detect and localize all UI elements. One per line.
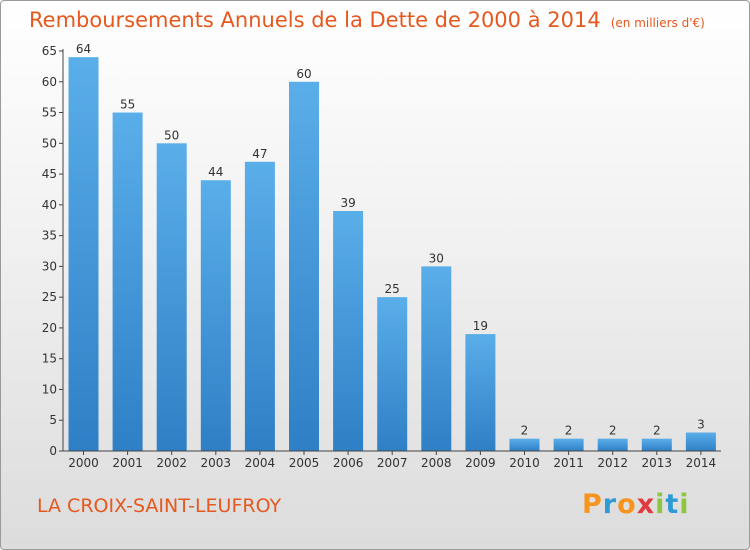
y-tick-label: 40 <box>42 198 57 212</box>
x-tick-label: 2003 <box>201 456 232 470</box>
y-tick-label: 35 <box>42 229 57 243</box>
x-tick-label: 2005 <box>289 456 320 470</box>
data-label: 30 <box>429 251 444 265</box>
data-label: 2 <box>653 424 661 438</box>
bar <box>244 161 275 451</box>
logo-letter: i <box>679 489 690 520</box>
x-tick-label: 2004 <box>245 456 276 470</box>
y-tick-label: 5 <box>49 413 57 427</box>
x-axis: 2000 2001 2002 2003 2004 2005 2006 2007 2008 2009… <box>63 450 721 470</box>
bar <box>509 438 540 451</box>
y-tick-label: 15 <box>42 352 57 366</box>
bars: 64 55 50 44 47 60 39 25 30 19 2 2 2 2 3 <box>68 42 716 452</box>
data-label: 64 <box>76 42 91 56</box>
logo-letter: r <box>602 489 618 520</box>
y-tick-label: 20 <box>42 321 57 335</box>
bar <box>685 432 716 451</box>
data-label: 60 <box>296 67 311 81</box>
logo-letter: t <box>665 489 680 520</box>
data-label: 44 <box>208 165 223 179</box>
y-tick-label: 25 <box>42 290 57 304</box>
logo-letter: P <box>582 489 603 520</box>
bar <box>597 438 628 451</box>
proxiti-logo[interactable]: Proxiti <box>582 489 690 520</box>
bar <box>641 438 672 451</box>
x-tick-label: 2000 <box>68 456 99 470</box>
x-tick-label: 2010 <box>509 456 540 470</box>
chart-title-text: Remboursements Annuels de la Dette de 20… <box>29 8 601 32</box>
y-tick-label: 30 <box>42 259 57 273</box>
x-tick-label: 2002 <box>156 456 187 470</box>
bar <box>465 334 496 451</box>
data-label: 50 <box>164 128 179 142</box>
data-label: 3 <box>697 418 705 432</box>
chart-title: Remboursements Annuels de la Dette de 20… <box>29 8 705 32</box>
logo-letter: x <box>636 489 656 520</box>
logo-letter: o <box>617 489 637 520</box>
x-tick-label: 2007 <box>377 456 408 470</box>
data-label: 25 <box>385 282 400 296</box>
chart-unit: (en milliers d'€) <box>610 16 705 30</box>
bar <box>156 143 187 452</box>
data-label: 2 <box>565 424 573 438</box>
bar <box>333 211 364 451</box>
data-label: 55 <box>120 98 135 112</box>
data-label: 39 <box>340 196 355 210</box>
data-label: 2 <box>521 424 529 438</box>
x-tick-label: 2008 <box>421 456 452 470</box>
bar <box>289 81 319 452</box>
data-label: 2 <box>609 424 617 438</box>
y-tick-label: 65 <box>42 44 57 58</box>
x-tick-label: 2001 <box>112 456 143 470</box>
x-tick-label: 2006 <box>333 456 364 470</box>
x-tick-label: 2013 <box>642 456 673 470</box>
y-tick-label: 45 <box>42 167 57 181</box>
bar <box>421 266 452 451</box>
y-axis: 0 5 10 15 20 25 30 35 40 45 50 55 60 65 <box>42 44 64 458</box>
x-tick-label: 2012 <box>597 456 628 470</box>
bar <box>553 438 584 451</box>
bar <box>200 180 231 451</box>
x-tick-label: 2014 <box>686 456 717 470</box>
y-tick-label: 55 <box>42 106 57 120</box>
bar <box>112 112 143 452</box>
bar <box>68 57 99 452</box>
logo-letter: i <box>655 489 666 520</box>
y-tick-label: 0 <box>49 444 57 458</box>
data-label: 47 <box>252 147 267 161</box>
location-name: LA CROIX-SAINT-LEUFROY <box>37 495 282 517</box>
x-tick-label: 2011 <box>553 456 584 470</box>
x-tick-label: 2009 <box>465 456 496 470</box>
bar <box>377 297 408 451</box>
y-tick-label: 50 <box>42 136 57 150</box>
y-tick-label: 10 <box>42 382 57 396</box>
y-tick-label: 60 <box>42 75 57 89</box>
data-label: 19 <box>473 319 488 333</box>
